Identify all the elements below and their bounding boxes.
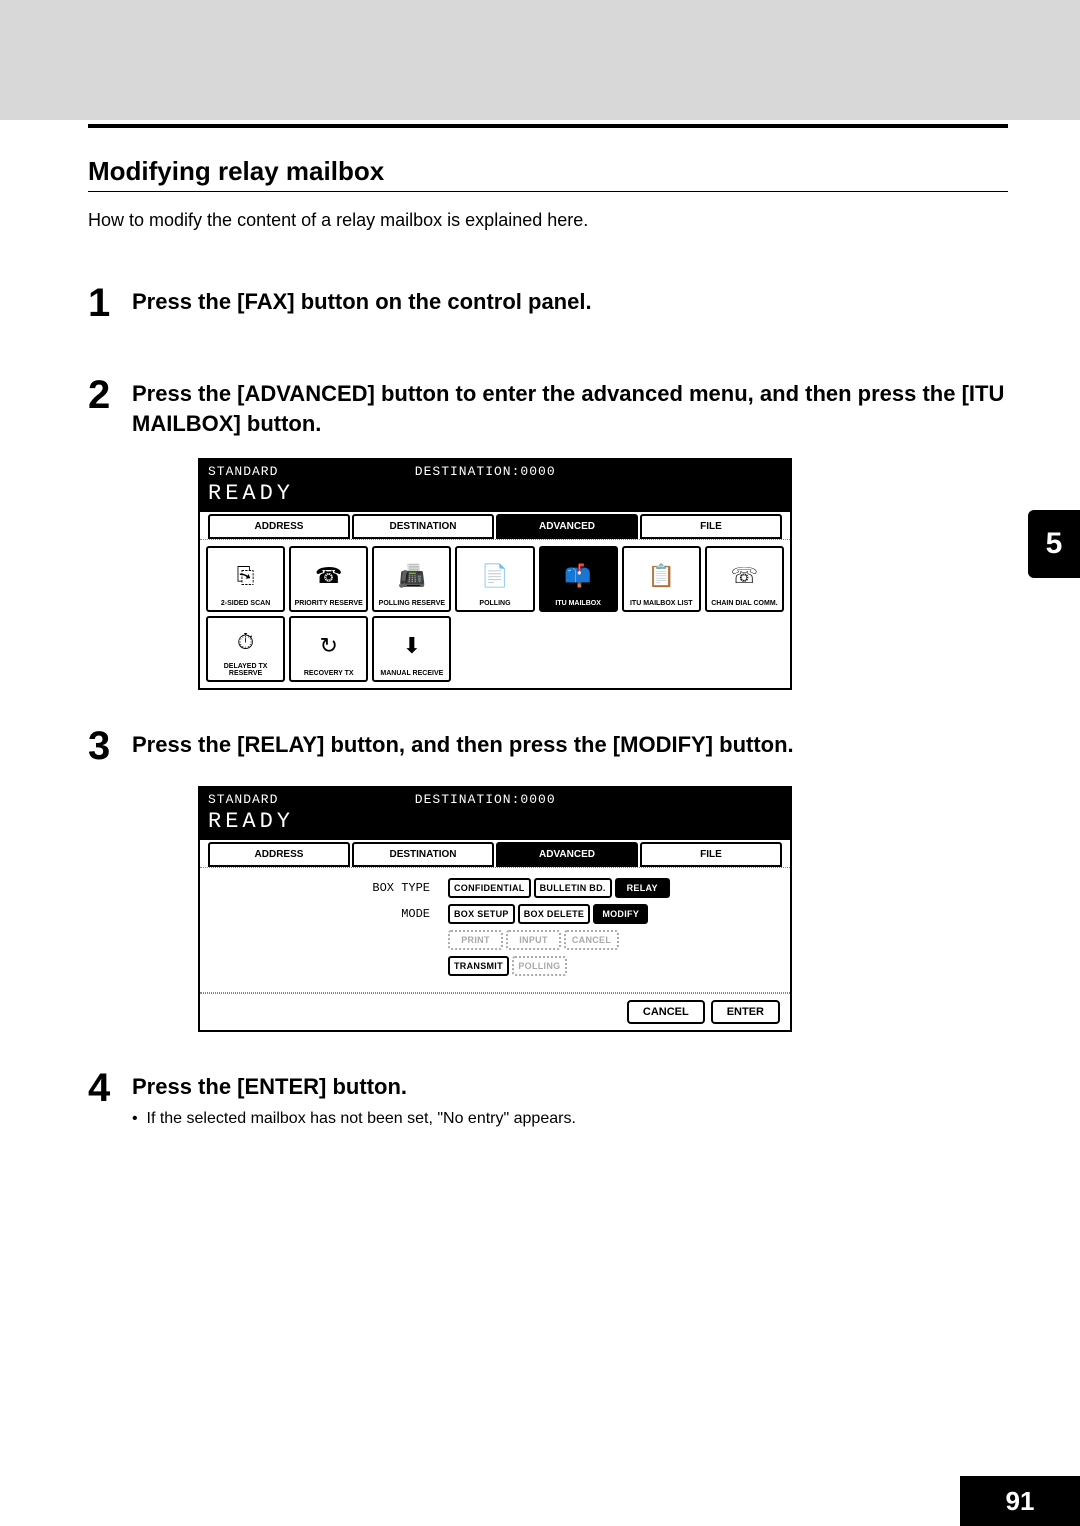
status-left: STANDARD <box>208 792 278 807</box>
step-number: 1 <box>88 283 132 323</box>
itu-mailbox-icon: 📫 <box>564 551 591 600</box>
row-buttons: TRANSMITPOLLING <box>448 956 567 976</box>
row-label: MODE <box>208 907 448 921</box>
status-right: DESTINATION:0000 <box>415 464 556 479</box>
button-confidential[interactable]: CONFIDENTIAL <box>448 878 531 898</box>
screen-footer: CANCELENTER <box>200 993 790 1030</box>
manual-receive-icon: ⬇ <box>403 621 421 670</box>
icon-label: CHAIN DIAL COMM. <box>711 600 777 607</box>
button-box-delete[interactable]: BOX DELETE <box>518 904 591 924</box>
icon-label: POLLING <box>479 600 510 607</box>
icon-button-itu-mailbox[interactable]: 📫ITU MAILBOX <box>539 546 618 612</box>
polling-reserve-icon: 📠 <box>398 551 425 600</box>
status-ready: READY <box>208 809 782 834</box>
icon-label: MANUAL RECEIVE <box>380 670 443 677</box>
tab-address[interactable]: ADDRESS <box>208 842 350 867</box>
button-print: PRINT <box>448 930 503 950</box>
status-left: STANDARD <box>208 464 278 479</box>
page-number: 91 <box>960 1476 1080 1526</box>
page-content: Modifying relay mailbox How to modify th… <box>88 120 1008 1526</box>
step-4: 4 Press the [ENTER] button. • If the sel… <box>88 1068 1008 1128</box>
chapter-tab: 5 <box>1028 510 1080 578</box>
step-text: Press the [ENTER] button. <box>132 1068 576 1102</box>
button-relay[interactable]: RELAY <box>615 878 670 898</box>
screenshot-advanced-menu: STANDARD DESTINATION:0000 READY ADDRESSD… <box>198 458 792 690</box>
button-polling: POLLING <box>512 956 567 976</box>
polling-icon: 📄 <box>481 551 508 600</box>
icon-label: 2-SIDED SCAN <box>221 600 270 607</box>
icon-label: PRIORITY RESERVE <box>295 600 363 607</box>
icon-label: DELAYED TX RESERVE <box>209 663 282 677</box>
button-enter[interactable]: ENTER <box>711 1000 780 1024</box>
screen-body: BOX TYPECONFIDENTIALBULLETIN BD.RELAYMOD… <box>200 868 790 993</box>
step-text: Press the [FAX] button on the control pa… <box>132 283 592 317</box>
tab-file[interactable]: FILE <box>640 514 782 539</box>
tab-advanced[interactable]: ADVANCED <box>496 514 638 539</box>
step-number: 3 <box>88 726 132 766</box>
icon-button-polling[interactable]: 📄POLLING <box>455 546 534 612</box>
row-buttons: CONFIDENTIALBULLETIN BD.RELAY <box>448 878 670 898</box>
status-right: DESTINATION:0000 <box>415 792 556 807</box>
option-row: TRANSMITPOLLING <box>208 956 782 976</box>
step-number: 4 <box>88 1068 132 1108</box>
section-desc: How to modify the content of a relay mai… <box>88 210 1008 231</box>
row-label: BOX TYPE <box>208 881 448 895</box>
icon-button-chain-dial-comm-[interactable]: ☏CHAIN DIAL COMM. <box>705 546 784 612</box>
icon-button-priority-reserve[interactable]: ☎PRIORITY RESERVE <box>289 546 368 612</box>
priority-reserve-icon: ☎ <box>315 551 342 600</box>
icon-label: ITU MAILBOX LIST <box>630 600 693 607</box>
row-buttons: PRINTINPUTCANCEL <box>448 930 619 950</box>
section-title: Modifying relay mailbox <box>88 156 1008 187</box>
icon-button-manual-receive[interactable]: ⬇MANUAL RECEIVE <box>372 616 451 682</box>
option-row: PRINTINPUTCANCEL <box>208 930 782 950</box>
step-note: • If the selected mailbox has not been s… <box>132 1110 576 1128</box>
icon-button-itu-mailbox-list[interactable]: 📋ITU MAILBOX LIST <box>622 546 701 612</box>
button-cancel: CANCEL <box>564 930 619 950</box>
icon-label: ITU MAILBOX <box>555 600 601 607</box>
chain-dial-comm--icon: ☏ <box>731 551 759 600</box>
icon-button-polling-reserve[interactable]: 📠POLLING RESERVE <box>372 546 451 612</box>
screen-tabs: ADDRESSDESTINATIONADVANCEDFILE <box>200 512 790 540</box>
screen-status-bar: STANDARD DESTINATION:0000 READY <box>200 460 790 512</box>
button-transmit[interactable]: TRANSMIT <box>448 956 509 976</box>
tab-destination[interactable]: DESTINATION <box>352 842 494 867</box>
step-3: 3 Press the [RELAY] button, and then pre… <box>88 726 1008 766</box>
delayed-tx-reserve-icon: ⏱ <box>237 621 254 663</box>
button-modify[interactable]: MODIFY <box>593 904 648 924</box>
step-1: 1 Press the [FAX] button on the control … <box>88 283 1008 323</box>
step-number: 2 <box>88 375 132 415</box>
step-text: Press the [ADVANCED] button to enter the… <box>132 375 1008 438</box>
button-input: INPUT <box>506 930 561 950</box>
top-rule <box>88 124 1008 128</box>
icon-button-recovery-tx[interactable]: ↻RECOVERY TX <box>289 616 368 682</box>
itu-mailbox-list-icon: 📋 <box>648 551 675 600</box>
icon-button-delayed-tx-reserve[interactable]: ⏱DELAYED TX RESERVE <box>206 616 285 682</box>
row-buttons: BOX SETUPBOX DELETEMODIFY <box>448 904 648 924</box>
option-row: BOX TYPECONFIDENTIALBULLETIN BD.RELAY <box>208 878 782 898</box>
tab-address[interactable]: ADDRESS <box>208 514 350 539</box>
step-2: 2 Press the [ADVANCED] button to enter t… <box>88 375 1008 438</box>
button-bulletin-bd-[interactable]: BULLETIN BD. <box>534 878 612 898</box>
status-ready: READY <box>208 481 782 506</box>
icon-label: POLLING RESERVE <box>379 600 445 607</box>
option-row: MODEBOX SETUPBOX DELETEMODIFY <box>208 904 782 924</box>
icon-label: RECOVERY TX <box>304 670 354 677</box>
button-box-setup[interactable]: BOX SETUP <box>448 904 515 924</box>
icon-grid: ⎘2-SIDED SCAN☎PRIORITY RESERVE📠POLLING R… <box>200 540 790 688</box>
2-sided-scan-icon: ⎘ <box>237 551 255 600</box>
screen-status-bar: STANDARD DESTINATION:0000 READY <box>200 788 790 840</box>
screen-tabs: ADDRESSDESTINATIONADVANCEDFILE <box>200 840 790 868</box>
recovery-tx-icon: ↻ <box>319 621 337 670</box>
step-text: Press the [RELAY] button, and then press… <box>132 726 794 760</box>
button-cancel[interactable]: CANCEL <box>627 1000 705 1024</box>
screenshot-box-type: STANDARD DESTINATION:0000 READY ADDRESSD… <box>198 786 792 1032</box>
icon-button-2-sided-scan[interactable]: ⎘2-SIDED SCAN <box>206 546 285 612</box>
tab-file[interactable]: FILE <box>640 842 782 867</box>
tab-destination[interactable]: DESTINATION <box>352 514 494 539</box>
tab-advanced[interactable]: ADVANCED <box>496 842 638 867</box>
page-gray-header <box>0 0 1080 120</box>
section-underline <box>88 191 1008 192</box>
